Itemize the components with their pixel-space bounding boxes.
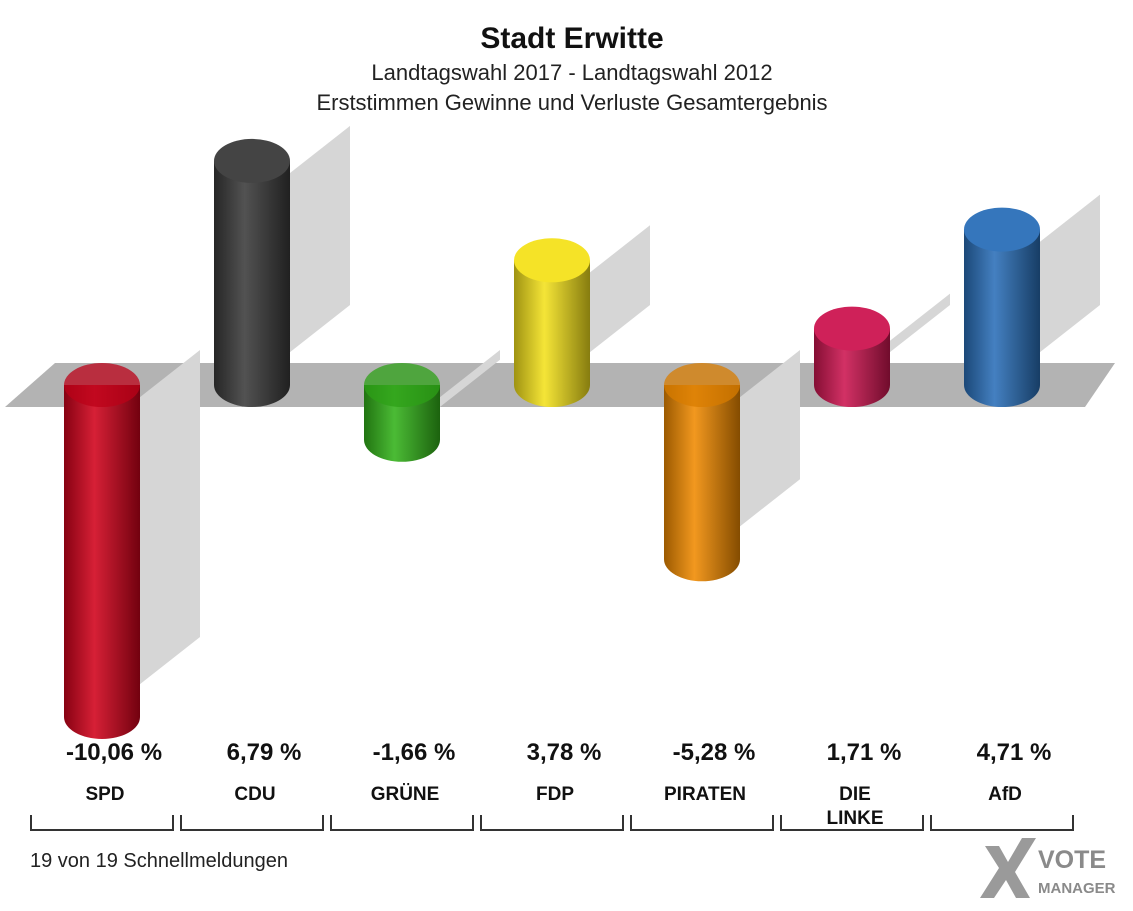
bar-body: [214, 160, 290, 385]
bar-piraten: [664, 363, 740, 582]
bar-die-linke: [814, 306, 890, 407]
bar-fdp: [514, 238, 590, 407]
category-bracket: [30, 815, 174, 831]
bar-group: [64, 138, 1040, 739]
bar-top-cap: [964, 207, 1040, 252]
value-label: 1,71 %: [827, 739, 902, 766]
bar-top-cap: [64, 363, 140, 407]
value-label: -5,28 %: [673, 739, 756, 766]
category-label: CDU: [234, 784, 275, 805]
bar-bottom-cap: [214, 363, 290, 407]
category-bracket: [330, 815, 474, 831]
bar-shadow: [430, 350, 500, 415]
chart-subtitle-2: Erststimmen Gewinne und Verluste Gesamte…: [316, 90, 827, 115]
category-label: FDP: [536, 784, 574, 805]
bar-bottom-cap: [64, 694, 140, 739]
vote-manager-logo: VOTE MANAGER: [980, 838, 1116, 898]
value-label: 6,79 %: [227, 739, 302, 766]
bar-shadows: [130, 125, 1100, 692]
bar-bottom-cap: [964, 363, 1040, 407]
logo-vote-text: VOTE: [1038, 846, 1106, 874]
bar-cdu: [214, 138, 290, 407]
bar-top-cap: [214, 138, 290, 183]
bar-shadow: [130, 350, 200, 692]
footer-note: 19 von 19 Schnellmeldungen: [30, 850, 288, 872]
category-label: SPD: [85, 784, 124, 805]
bar-gr-ne: [364, 363, 440, 462]
value-label: -1,66 %: [373, 739, 456, 766]
bar-shadow: [880, 293, 950, 360]
bar-top-cap: [664, 363, 740, 407]
chart-title: Stadt Erwitte: [480, 22, 663, 55]
bar-body: [64, 385, 140, 717]
category-label: AfD: [988, 784, 1022, 805]
value-label-group: -10,06 % 6,79 % -1,66 % 3,78 % -5,28 % 1,71 %…: [66, 739, 1051, 766]
category-bracket: [180, 815, 324, 831]
category-label: GRÜNE: [371, 784, 440, 805]
value-label: 3,78 %: [527, 739, 602, 766]
value-label: 4,71 %: [977, 739, 1052, 766]
bar-bottom-cap: [814, 363, 890, 407]
bar-top-cap: [514, 238, 590, 283]
bar-body: [664, 385, 740, 560]
category-bracket: [930, 815, 1074, 831]
category-label: LINKE: [827, 808, 884, 829]
vote-manager-x-icon: [980, 838, 1036, 898]
category-label-group: SPD CDU GRÜNE FDP PIRATEN DIE LINKE AfD: [85, 784, 1021, 829]
bar-top-cap: [814, 306, 890, 351]
bar-shadow: [280, 125, 350, 361]
bar-afd: [964, 207, 1040, 407]
logo-manager-text: MANAGER: [1038, 880, 1116, 897]
value-label: -10,06 %: [66, 739, 162, 766]
bar-shadow: [730, 350, 800, 535]
category-brackets: [30, 815, 1074, 831]
category-bracket: [480, 815, 624, 831]
bar-shadow: [1030, 194, 1100, 360]
chart-subtitle-1: Landtagswahl 2017 - Landtagswahl 2012: [371, 60, 772, 85]
bar-bottom-cap: [364, 417, 440, 462]
bar-shadow: [580, 225, 650, 360]
category-label: DIE: [839, 784, 871, 805]
category-bracket: [780, 815, 924, 831]
category-label: PIRATEN: [664, 784, 746, 805]
bar-bottom-cap: [664, 537, 740, 582]
bar-top-cap: [364, 363, 440, 407]
category-bracket: [630, 815, 774, 831]
bar-bottom-cap: [514, 363, 590, 407]
bar-body: [964, 229, 1040, 385]
bar-spd: [64, 363, 140, 739]
